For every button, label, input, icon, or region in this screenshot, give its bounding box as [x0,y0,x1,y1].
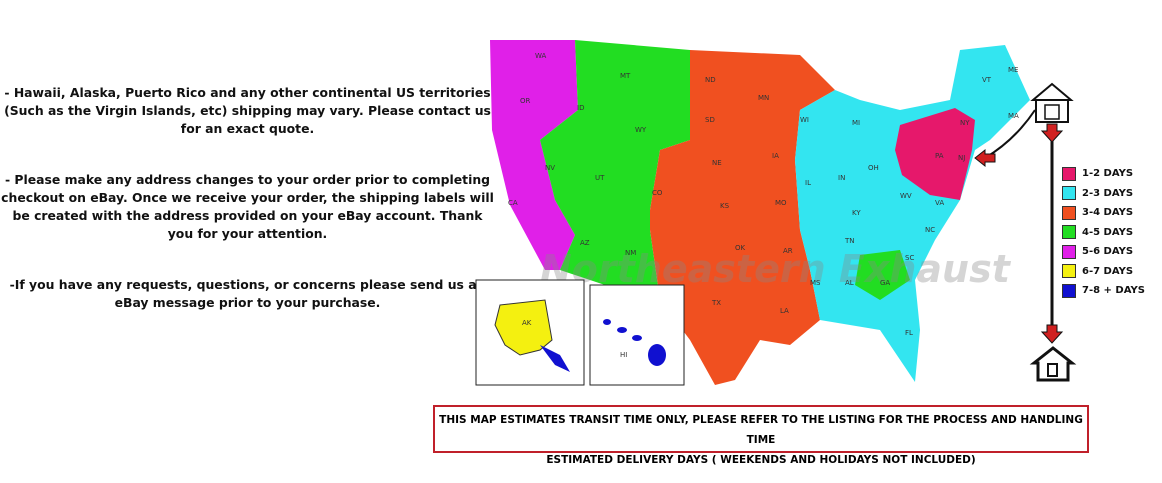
state-label-ar: AR [783,247,793,255]
state-label-nm: NM [625,249,636,257]
state-label-wa: WA [535,52,547,60]
legend-item: 7-8 + DAYS [1062,281,1145,301]
arrow-down-icon [1040,123,1064,143]
state-label-ia: IA [772,152,779,160]
house-icon [1029,346,1077,382]
state-label-va: VA [935,199,944,207]
state-label-ks: KS [720,202,730,210]
state-label-oh: OH [868,164,879,172]
arrow-left-icon [974,148,996,168]
state-label-il: IL [805,179,811,187]
legend-label: 7-8 + DAYS [1082,285,1145,297]
hawaii-islands-7-8-days [603,319,666,366]
state-label-wi: WI [800,116,809,124]
state-label-ne: NE [712,159,722,167]
state-label-tx: TX [711,299,721,307]
state-label-mi: MI [852,119,860,127]
state-label-sd: SD [705,116,715,124]
legend-label: 6-7 DAYS [1082,265,1134,277]
state-label-id: ID [577,104,584,112]
alaska-region-6-7-days [494,299,553,356]
state-label-hi: HI [620,351,627,359]
state-label-ms: MS [810,279,821,287]
legend-item: 4-5 DAYS [1062,223,1145,243]
state-label-or: OR [520,97,531,105]
legend: 1-2 DAYS 2-3 DAYS 3-4 DAYS 4-5 DAYS 5-6 DAYS… [1062,164,1145,301]
legend-label: 3-4 DAYS [1082,207,1134,219]
legend-item: 2-3 DAYS [1062,184,1145,204]
state-label-me: ME [1008,66,1018,74]
state-label-ny: NY [960,119,970,127]
state-label-ma: MA [1008,112,1019,120]
legend-swatch [1062,283,1076,298]
state-label-wv: WV [900,192,912,200]
state-label-mn: MN [758,94,769,102]
note-address-changes: - Please make any address changes to you… [1,172,494,241]
arrow-down-icon [1040,324,1064,344]
shipping-notes: - Hawaii, Alaska, Puerto Rico and any ot… [0,84,495,345]
state-label-wy: WY [635,126,647,134]
legend-item: 1-2 DAYS [1062,164,1145,184]
state-label-ca: CA [508,199,518,207]
state-label-nd: ND [705,76,716,84]
state-label-ok: OK [735,244,746,252]
legend-label: 1-2 DAYS [1082,168,1134,180]
region-3-4-days [650,50,835,385]
legend-swatch [1062,186,1076,201]
note-territories: - Hawaii, Alaska, Puerto Rico and any ot… [4,85,491,136]
watermark: Northeastern Exhaust [540,247,1012,291]
state-label-vt: VT [982,76,992,84]
notice-line-2: ESTIMATED DELIVERY DAYS ( WEEKENDS AND H… [546,454,976,466]
legend-swatch [1062,264,1076,279]
state-label-mo: MO [775,199,787,207]
state-label-sc: SC [905,254,914,262]
legend-item: 5-6 DAYS [1062,242,1145,262]
note-contact: -If you have any requests, questions, or… [9,277,486,310]
legend-item: 6-7 DAYS [1062,262,1145,282]
state-label-nj: NJ [958,154,965,162]
state-label-co: CO [652,189,663,197]
state-label-tn: TN [844,237,855,245]
state-label-az: AZ [580,239,590,247]
alaska-panhandle-7-8-days [540,345,570,372]
legend-label: 4-5 DAYS [1082,226,1134,238]
region-1-2-days [895,108,975,200]
region-5-6-days [490,40,578,270]
state-label-pa: PA [935,152,944,160]
state-label-la: LA [780,307,789,315]
legend-item: 3-4 DAYS [1062,203,1145,223]
state-label-in: IN [838,174,845,182]
legend-swatch [1062,166,1076,181]
state-label-mt: MT [620,72,631,80]
state-label-ak: AK [522,319,532,327]
notice-line-1: THIS MAP ESTIMATES TRANSIT TIME ONLY, PL… [439,414,1083,446]
state-label-nc: NC [925,226,935,234]
legend-swatch [1062,205,1076,220]
state-label-ut: UT [595,174,605,182]
transit-notice: THIS MAP ESTIMATES TRANSIT TIME ONLY, PL… [433,405,1089,466]
state-label-ky: KY [852,209,861,217]
state-label-nv: NV [545,164,555,172]
state-label-ga: GA [880,279,890,287]
region-4-5-days [540,40,690,300]
legend-label: 5-6 DAYS [1082,246,1134,258]
legend-swatch [1062,225,1076,240]
legend-label: 2-3 DAYS [1082,187,1134,199]
region-4-5-days-south [855,250,910,300]
legend-swatch [1062,244,1076,259]
state-label-fl: FL [905,329,913,337]
warehouse-icon [1030,82,1074,123]
state-label-al: AL [845,279,854,287]
